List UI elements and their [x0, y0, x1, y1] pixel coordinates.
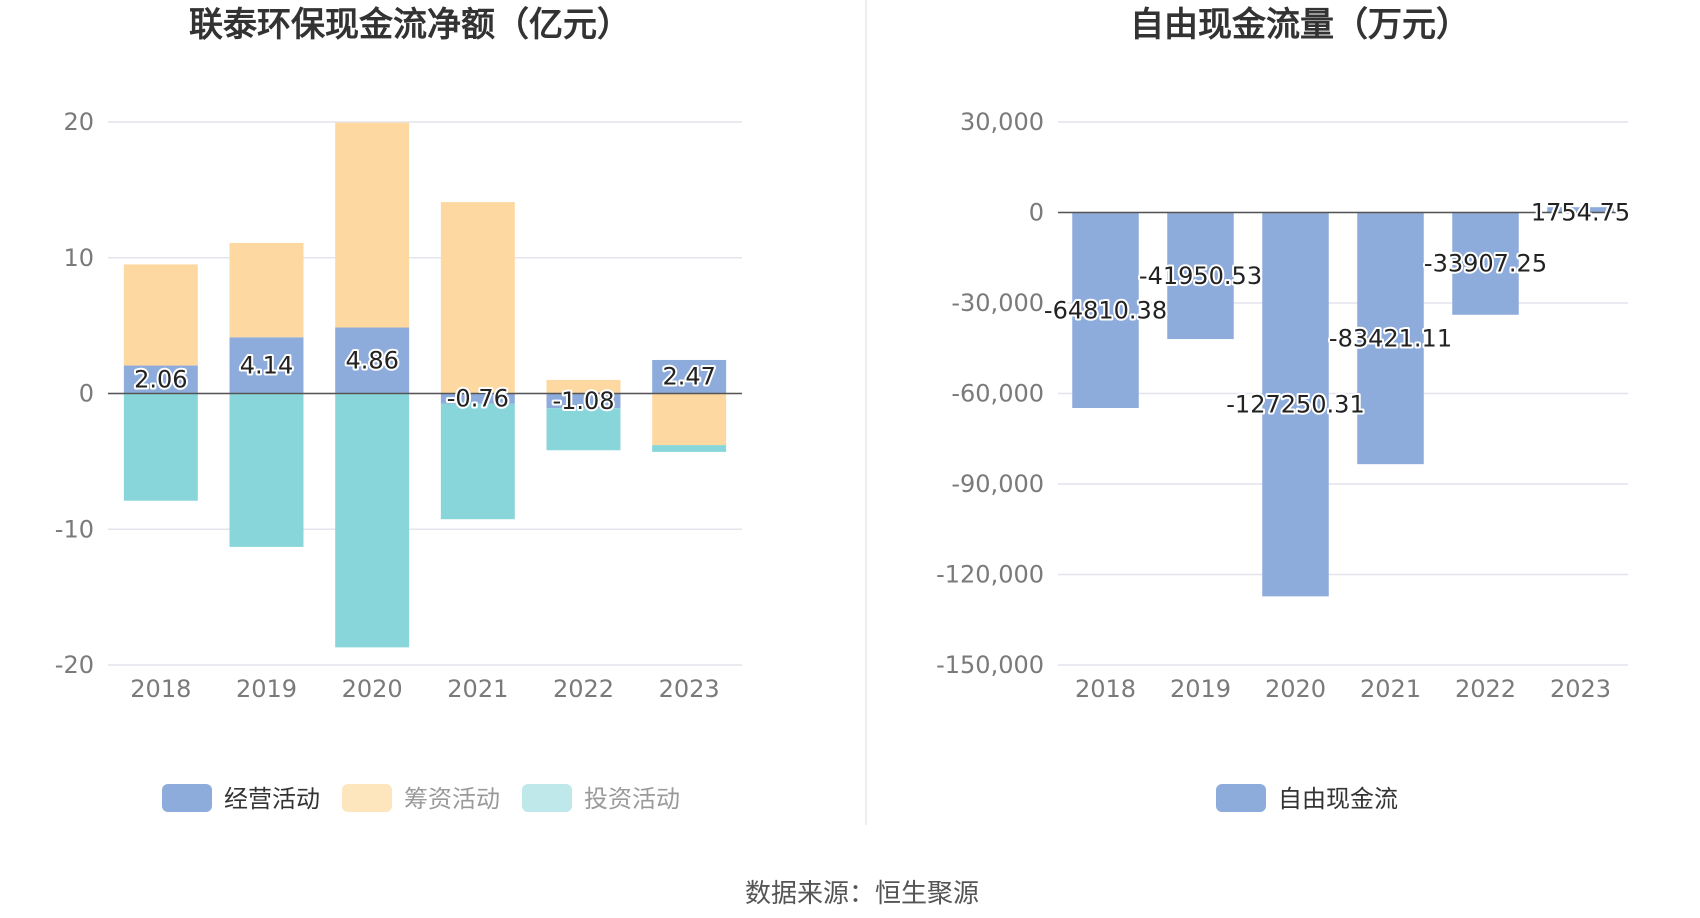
x-tick-label: 2022	[553, 675, 614, 703]
x-tick-label: 2020	[342, 675, 403, 703]
legend-swatch	[162, 784, 212, 812]
bar-自由现金流-2022	[1452, 212, 1519, 315]
bar-筹资活动-2018	[123, 264, 198, 366]
y-tick-label: -60,000	[951, 380, 1044, 408]
data-label: 2.06	[134, 366, 187, 394]
x-tick-label: 2023	[1550, 675, 1611, 703]
legend-label[interactable]: 筹资活动	[404, 785, 500, 813]
x-tick-label: 2022	[1455, 675, 1516, 703]
left-y-axis: 20 10 0 -10 -20	[55, 108, 94, 679]
bar-经营活动-2023	[652, 359, 727, 394]
bar-经营活动-2018	[123, 365, 198, 394]
bar-经营活动-2020	[335, 327, 410, 394]
bar-投资活动-2019	[229, 393, 304, 547]
data-label: 1754.75	[1531, 199, 1630, 227]
x-tick-label: 2019	[236, 675, 297, 703]
data-label: -1.08	[552, 387, 614, 415]
bar-投资活动-2020	[335, 393, 410, 648]
y-tick-label: -20	[55, 651, 94, 679]
y-tick-label: 20	[63, 108, 94, 136]
data-label: 2.47	[662, 363, 715, 391]
right-chart-title: 自由现金流量（万元）	[1130, 5, 1470, 45]
left-bars	[123, 122, 727, 648]
x-tick-label: 2023	[659, 675, 720, 703]
bar-筹资活动-2023	[652, 393, 727, 446]
bar-自由现金流-2019	[1167, 212, 1234, 340]
bar-筹资活动-2019	[229, 242, 304, 338]
y-tick-label: -30,000	[951, 289, 1044, 317]
bar-自由现金流-2021	[1357, 212, 1424, 465]
bar-投资活动-2022	[546, 408, 621, 451]
data-label: 4.86	[345, 347, 398, 375]
legend-label[interactable]: 经营活动	[224, 785, 320, 813]
y-tick-label: -120,000	[936, 561, 1044, 589]
bar-筹资活动-2021	[440, 202, 515, 394]
legend-swatch	[522, 784, 572, 812]
legend-swatch	[1216, 784, 1266, 812]
bar-自由现金流-2023	[1547, 207, 1614, 213]
data-source: 数据来源：恒生聚源	[745, 879, 979, 909]
data-label: -127250.31	[1226, 390, 1364, 418]
x-tick-label: 2018	[1075, 675, 1136, 703]
right-bars	[1072, 207, 1614, 597]
bar-投资活动-2023	[652, 445, 727, 452]
data-label: 4.14	[240, 351, 293, 379]
bar-自由现金流-2018	[1072, 212, 1139, 409]
y-tick-label: 30,000	[960, 108, 1044, 136]
left-data-labels: 2.06 4.14 4.86 -0.76 -1.08 2.47	[132, 345, 718, 417]
data-label: -33907.25	[1424, 250, 1547, 278]
y-tick-label: -90,000	[951, 470, 1044, 498]
legend-label[interactable]: 投资活动	[584, 785, 680, 813]
bar-经营活动-2019	[229, 337, 304, 394]
right-y-axis: 30,000 0 -30,000 -60,000 -90,000 -120,000 -150…	[936, 108, 1044, 679]
legend-label[interactable]: 自由现金流	[1278, 785, 1398, 813]
bar-经营活动-2022	[546, 393, 621, 409]
bar-投资活动-2021	[440, 403, 515, 520]
left-chart-title: 联泰环保现金流净额（亿元）	[189, 5, 631, 45]
y-tick-label: 0	[1029, 199, 1044, 227]
bar-投资活动-2018	[123, 393, 198, 501]
x-tick-label: 2021	[1360, 675, 1421, 703]
data-label: -0.76	[447, 385, 509, 413]
x-tick-label: 2019	[1170, 675, 1231, 703]
right-data-labels: -64810.38 -41950.53 -127250.31 -83421.11 -33…	[1042, 197, 1632, 421]
legend-swatch	[342, 784, 392, 812]
x-tick-label: 2020	[1265, 675, 1326, 703]
bar-筹资活动-2020	[335, 122, 410, 328]
data-label: -64810.38	[1044, 296, 1167, 324]
y-tick-label: -10	[55, 515, 94, 543]
bar-自由现金流-2020	[1262, 212, 1329, 597]
right-x-axis: 2018 2019 2020 2021 2022 2023	[1075, 675, 1611, 703]
x-tick-label: 2018	[130, 675, 191, 703]
y-tick-label: -150,000	[936, 651, 1044, 679]
right-legend: 自由现金流	[1216, 784, 1398, 813]
y-tick-label: 10	[63, 244, 94, 272]
data-label: -41950.53	[1139, 262, 1262, 290]
bar-筹资活动-2022	[546, 379, 621, 394]
bar-经营活动-2021	[440, 393, 515, 404]
x-tick-label: 2021	[447, 675, 508, 703]
data-label: -83421.11	[1329, 324, 1452, 352]
left-x-axis: 2018 2019 2020 2021 2022 2023	[130, 675, 719, 703]
left-legend: 经营活动 筹资活动 投资活动	[162, 784, 680, 813]
y-tick-label: 0	[79, 380, 94, 408]
